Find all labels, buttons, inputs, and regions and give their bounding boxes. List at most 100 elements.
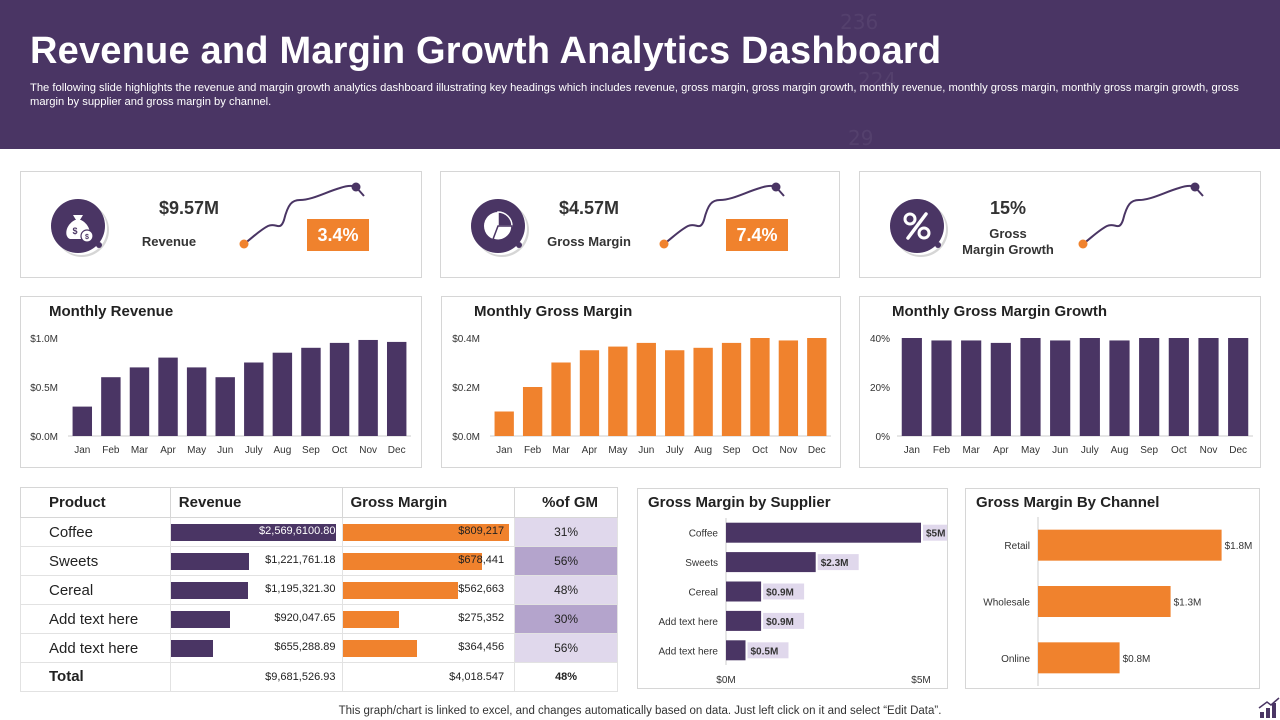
x-tick-label: Dec (808, 445, 826, 456)
revenue-value: $655,288.89 (274, 641, 336, 653)
table-total-row: Total $9,681,526.93 $4,018.547 48% (20, 662, 618, 692)
gross-margin-cell: $562,663 (341, 575, 516, 605)
background-decor: 224 (858, 68, 897, 92)
sparkline-peak-point (771, 182, 781, 192)
product-table: Product Revenue Gross Margin %of GM Coff… (20, 487, 618, 692)
bar-retail (1038, 529, 1222, 561)
pct-gm-cell: 31% (514, 517, 618, 547)
sparkline-start-point (659, 239, 669, 249)
monthly-gross-margin-growth-chart: 0% 20% 40% Jan Feb Mar Apr May Jun July Aug Sep Oct N… (870, 334, 1253, 456)
bar-july (244, 362, 264, 436)
page-title: Revenue and Margin Growth Analytics Dash… (30, 30, 942, 72)
x-tick-label: Sep (1140, 445, 1158, 456)
background-decor: 236 (840, 10, 879, 34)
bar-jan (494, 411, 514, 436)
gross-margin-bar (342, 611, 399, 628)
monthly-revenue-card: Monthly Revenue $0.0M $0.5M $1.0M Jan Feb Mar… (20, 296, 422, 468)
monthly-revenue-chart: $0.0M $0.5M $1.0M Jan Feb Mar Apr May Jun July Aug… (30, 334, 411, 456)
sparkline-peak-point (1190, 182, 1200, 192)
bar-july (665, 350, 685, 436)
x-tick-label: Jun (217, 445, 233, 456)
bar-mar (129, 367, 150, 436)
revenue-cell: $1,195,321.30 (169, 575, 343, 605)
gross-margin-cell: $809,217 (341, 517, 516, 547)
bar-dec (386, 341, 407, 436)
x-tick-label: Dec (388, 445, 406, 456)
kpi-growth-badge: 3.4% (307, 219, 369, 251)
category-label: Cereal (689, 588, 718, 599)
sparkline (239, 182, 365, 249)
kpi-card-revenue: $ $ $9.57M Revenue 3.4% (20, 171, 422, 278)
x-tick-label: $5M (911, 675, 930, 686)
bar-aug (272, 352, 293, 436)
data-label: $0.9M (766, 588, 794, 599)
x-tick-label: Jan (74, 445, 90, 456)
product-cell: Add text here (20, 633, 171, 663)
gross-margin-cell: $364,456 (341, 633, 516, 663)
data-label-box (763, 583, 805, 600)
kpi-card-gross-margin: $4.57M Gross Margin 7.4% (440, 171, 840, 278)
pct-gm-cell: 56% (514, 633, 618, 663)
x-tick-label: $0M (716, 675, 735, 686)
bar-feb (101, 377, 121, 436)
category-label: Add text here (659, 617, 719, 628)
product-cell: Coffee (20, 517, 171, 547)
table-row: Coffee $2,569,6100.80 $809,217 31% (20, 517, 618, 547)
data-label: $1.3M (1174, 598, 1202, 609)
data-label: $0.5M (751, 646, 779, 657)
x-tick-label: May (1021, 445, 1040, 456)
column-header-pct-gm: %of GM (514, 487, 618, 518)
bar-dec (807, 338, 827, 436)
sparkline-peak-point (351, 182, 361, 192)
data-label: $1.8M (1225, 541, 1253, 552)
bar-may (186, 367, 207, 436)
kpi-label-line: Gross (989, 226, 1027, 241)
x-tick-label: Aug (273, 445, 291, 456)
chart-title: Gross Margin By Channel (976, 494, 1160, 511)
bar-dec (1228, 338, 1249, 436)
bar-nov (358, 339, 378, 436)
x-tick-label: Nov (779, 445, 797, 456)
bar-jan (901, 338, 922, 436)
kpi-label: Gross Margin Growth (948, 226, 1068, 258)
bar-sep (1139, 338, 1160, 436)
bar-sep (301, 347, 321, 436)
monthly-gross-margin-chart: $0.0M $0.2M $0.4M Jan Feb Mar Apr May Jun July Aug… (452, 334, 831, 456)
bar-coffee (726, 522, 921, 543)
revenue-bar (170, 611, 230, 628)
x-tick-label: Oct (1171, 445, 1187, 456)
revenue-value: $2,569,6100.80 (259, 525, 336, 537)
kpi-label: Revenue (141, 234, 197, 249)
sparkline-start-point (1078, 239, 1088, 249)
x-tick-label: Sep (302, 445, 320, 456)
x-tick-label: Mar (131, 445, 149, 456)
product-cell: Add text here (20, 604, 171, 634)
x-tick-label: Apr (993, 445, 1009, 456)
gross-margin-value: $562,663 (458, 583, 505, 595)
x-tick-label: Mar (963, 445, 981, 456)
y-tick-label: 40% (870, 334, 890, 345)
x-tick-label: Aug (1111, 445, 1129, 456)
y-tick-label: 0% (876, 432, 891, 443)
bar-oct (1168, 338, 1189, 436)
bar-mar (961, 340, 982, 436)
total-revenue-cell: $9,681,526.93 (169, 662, 343, 692)
corner-logo-icon (1258, 697, 1280, 718)
revenue-bar (170, 553, 250, 570)
data-label-box (923, 524, 947, 541)
gross-margin-by-supplier-chart: Coffee $5M Sweets $2.3M Cereal $0.9M Add text … (659, 518, 947, 686)
y-tick-label: $0.5M (30, 383, 58, 394)
gross-margin-bar (342, 640, 418, 657)
bar-add-text-here (726, 640, 746, 661)
table-row: Add text here $920,047.65 $275,352 30% (20, 604, 618, 634)
revenue-bar (170, 524, 336, 541)
category-label: Retail (1004, 541, 1030, 552)
gross-margin-bar (342, 582, 458, 599)
revenue-bar (170, 582, 248, 599)
bar-jun (215, 377, 235, 436)
bar-apr (158, 357, 178, 436)
kpi-label-line: Margin Growth (962, 242, 1054, 257)
x-tick-label: July (666, 445, 684, 456)
x-tick-label: Aug (694, 445, 712, 456)
kpi-value: $4.57M (558, 198, 620, 218)
